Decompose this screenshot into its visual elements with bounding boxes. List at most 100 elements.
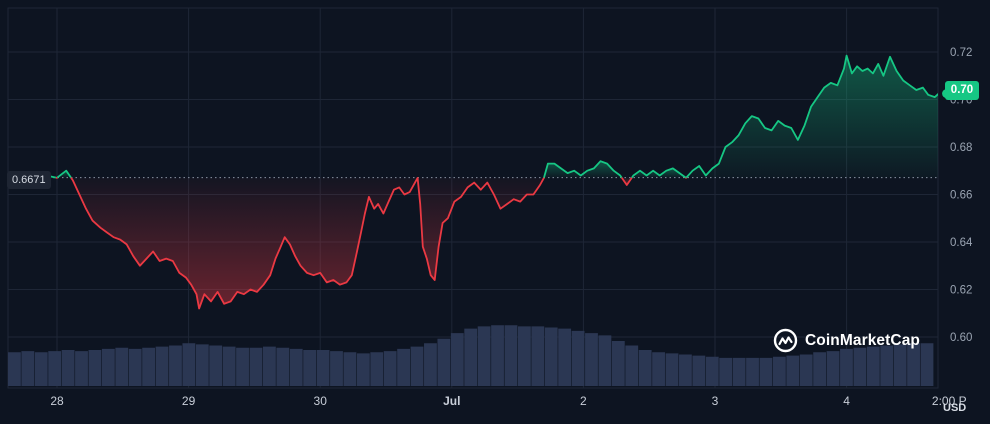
volume-bar [517, 326, 531, 386]
volume-bar [531, 326, 545, 386]
coinmarketcap-logo-icon [773, 328, 798, 353]
price-line-segment-up[interactable] [685, 54, 946, 179]
volume-bar [8, 352, 21, 386]
volume-bar [356, 353, 370, 386]
volume-bar [907, 343, 920, 386]
volume-bar [611, 340, 625, 386]
volume-bar [464, 328, 478, 386]
volume-bar [142, 347, 156, 386]
volume-bar [625, 345, 639, 386]
volume-bars [8, 325, 934, 386]
volume-bar [34, 352, 48, 386]
volume-bar [370, 352, 384, 386]
area-fill-above-baseline [631, 168, 686, 178]
volume-bar [477, 326, 491, 386]
plot-border [7, 7, 939, 389]
volume-bar [75, 351, 88, 386]
volume-bar [880, 345, 894, 386]
x-axis: 28 29 30 Jul 2 3 4 2:00 P [50, 394, 966, 408]
volume-bar [920, 343, 934, 386]
volume-bar [786, 355, 800, 386]
volume-bar [48, 351, 62, 386]
volume-bar [115, 347, 129, 386]
y-tick-label: 0.68 [950, 142, 972, 154]
volume-bar [759, 357, 773, 386]
volume-bar [303, 349, 317, 386]
baseline-price-label: 0.6671 [7, 171, 51, 189]
volume-bar [705, 356, 719, 386]
volume-bar [840, 348, 853, 386]
volume-bar [155, 346, 169, 386]
volume-bar [289, 348, 303, 386]
x-tick-label: 28 [50, 394, 64, 408]
volume-bar [799, 354, 813, 386]
volume-bar [719, 357, 733, 386]
price-line-segment-up[interactable] [631, 167, 687, 179]
volume-bar [692, 355, 706, 386]
volume-bar [209, 345, 223, 386]
watermark-brand-text: CoinMarketCap [805, 331, 920, 349]
x-tick-label: 2:00 P [932, 394, 967, 408]
volume-bar [491, 325, 504, 386]
volume-bar [544, 327, 558, 386]
volume-bar [652, 352, 665, 386]
price-line-segment-down[interactable] [620, 177, 633, 186]
currency-label: USD [943, 402, 967, 414]
x-tick-label: 4 [843, 394, 850, 408]
volume-bar [222, 346, 236, 386]
volume-bar [276, 347, 290, 386]
area-fill-below-baseline [71, 177, 544, 309]
volume-bar [746, 357, 759, 386]
volume-bar [598, 335, 612, 386]
price-line-segment-up[interactable] [56, 169, 72, 179]
x-tick-label: 2 [580, 394, 587, 408]
volume-bar [558, 328, 572, 386]
current-price-badge: 0.70 [945, 81, 979, 100]
area-fill-above-baseline [544, 161, 622, 178]
volume-bar [813, 352, 827, 386]
y-tick-label: 0.64 [950, 237, 973, 249]
volume-bar [195, 344, 209, 386]
volume-bar [585, 333, 598, 386]
volume-bar [571, 330, 585, 386]
x-tick-label: 3 [712, 394, 719, 408]
x-tick-label: Jul [443, 394, 460, 408]
volume-bar [732, 357, 746, 386]
volume-bar [330, 351, 343, 386]
volume-bar [262, 346, 276, 386]
volume-bar [679, 354, 692, 386]
volume-bar [638, 349, 652, 386]
y-tick-label: 0.62 [950, 285, 972, 297]
volume-bar [665, 353, 679, 386]
area-fills [8, 55, 938, 309]
volume-bar [866, 346, 880, 386]
volume-bar [853, 347, 867, 386]
price-line-segment-up[interactable] [543, 160, 623, 179]
price-line-segment-down[interactable] [70, 177, 545, 310]
volume-bar [424, 343, 437, 386]
volume-bar [343, 352, 357, 386]
volume-bar [397, 348, 411, 386]
volume-bar [826, 351, 840, 386]
x-tick-label: 29 [182, 394, 196, 408]
volume-bar [410, 346, 424, 386]
volume-bar [88, 349, 102, 386]
volume-bar [249, 347, 263, 386]
volume-bar [101, 348, 115, 386]
area-fill-below-baseline [621, 177, 632, 185]
y-tick-label: 0.60 [950, 332, 972, 344]
volume-bar [437, 338, 451, 386]
volume-bar [504, 325, 518, 386]
volume-bar [450, 333, 464, 386]
area-fill-above-baseline [686, 55, 938, 178]
coinmarketcap-watermark: CoinMarketCap [772, 327, 920, 354]
volume-bar [169, 345, 182, 386]
volume-bar [772, 356, 786, 386]
volume-bar [893, 344, 907, 386]
volume-bar [316, 349, 330, 386]
volume-bar [128, 348, 142, 386]
volume-bar [236, 347, 249, 386]
volume-bar [182, 343, 196, 386]
y-tick-label: 0.72 [950, 47, 972, 59]
